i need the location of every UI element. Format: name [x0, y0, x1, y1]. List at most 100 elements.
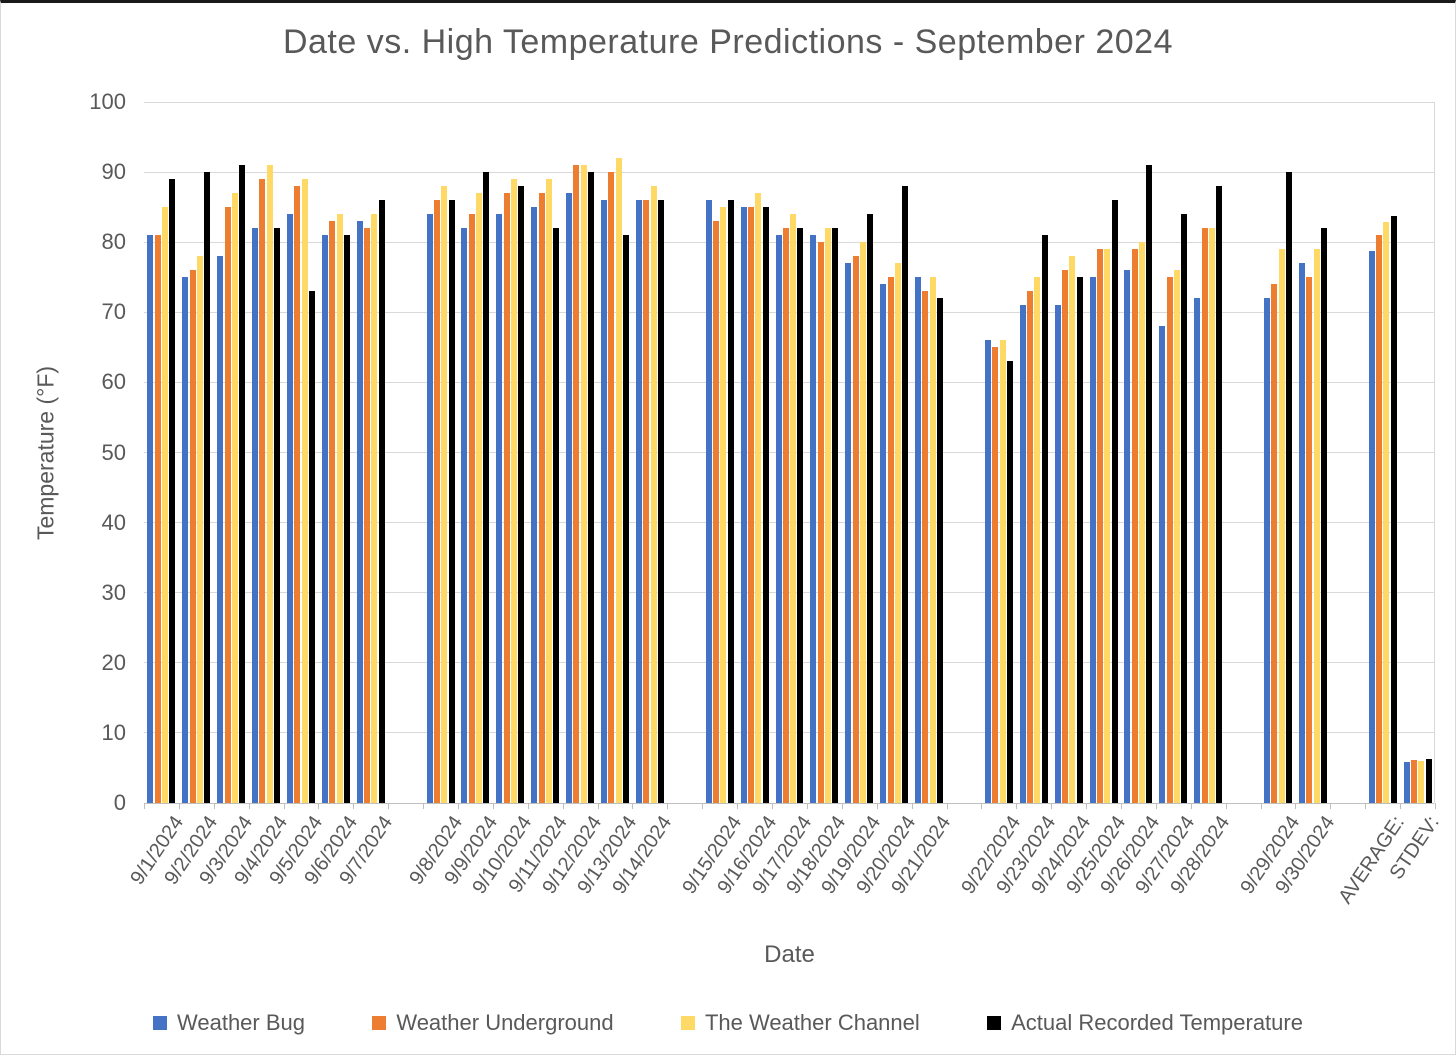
- bar[interactable]: [902, 186, 909, 803]
- bar[interactable]: [321, 235, 328, 803]
- bar[interactable]: [1146, 165, 1153, 803]
- bar[interactable]: [301, 179, 308, 803]
- bar[interactable]: [720, 207, 727, 803]
- bar[interactable]: [169, 179, 176, 803]
- bar[interactable]: [224, 207, 231, 803]
- bar[interactable]: [329, 221, 336, 803]
- bar[interactable]: [1181, 214, 1188, 803]
- bar[interactable]: [531, 207, 538, 803]
- bar[interactable]: [852, 256, 859, 803]
- bar[interactable]: [937, 298, 944, 803]
- bar[interactable]: [601, 200, 608, 803]
- bar[interactable]: [1034, 277, 1041, 803]
- bar[interactable]: [580, 165, 587, 803]
- bar[interactable]: [588, 172, 595, 803]
- bar[interactable]: [810, 235, 817, 803]
- bar[interactable]: [894, 263, 901, 803]
- bar[interactable]: [929, 277, 936, 803]
- bar[interactable]: [635, 200, 642, 803]
- bar[interactable]: [343, 235, 350, 803]
- bar[interactable]: [845, 263, 852, 803]
- bar[interactable]: [1131, 249, 1138, 803]
- bar[interactable]: [545, 179, 552, 803]
- bar[interactable]: [308, 291, 315, 803]
- bar[interactable]: [294, 186, 301, 803]
- legend-item[interactable]: Weather Bug: [153, 1010, 305, 1036]
- bar[interactable]: [189, 270, 196, 803]
- bar[interactable]: [154, 235, 161, 803]
- bar[interactable]: [1069, 256, 1076, 803]
- bar[interactable]: [483, 172, 490, 803]
- bar[interactable]: [1041, 235, 1048, 803]
- bar[interactable]: [147, 235, 154, 803]
- bar[interactable]: [1006, 361, 1013, 803]
- bar[interactable]: [762, 207, 769, 803]
- bar[interactable]: [1418, 760, 1425, 803]
- bar[interactable]: [859, 242, 866, 803]
- bar[interactable]: [239, 165, 246, 803]
- bar[interactable]: [867, 214, 874, 803]
- bar[interactable]: [287, 214, 293, 803]
- bar[interactable]: [1194, 298, 1201, 803]
- bar[interactable]: [1139, 242, 1146, 803]
- bar[interactable]: [364, 228, 371, 803]
- bar[interactable]: [887, 277, 894, 803]
- bar[interactable]: [984, 340, 991, 803]
- bar[interactable]: [657, 200, 664, 803]
- bar[interactable]: [1390, 215, 1397, 803]
- bar[interactable]: [713, 221, 720, 803]
- bar[interactable]: [740, 207, 747, 803]
- bar[interactable]: [790, 214, 797, 803]
- bar[interactable]: [880, 284, 887, 803]
- bar[interactable]: [1096, 249, 1103, 803]
- bar[interactable]: [1313, 249, 1320, 803]
- bar[interactable]: [1410, 760, 1417, 803]
- bar[interactable]: [1278, 249, 1285, 803]
- bar[interactable]: [217, 256, 224, 803]
- bar[interactable]: [915, 277, 922, 803]
- bar[interactable]: [817, 242, 824, 803]
- bar[interactable]: [259, 179, 266, 803]
- bar[interactable]: [1375, 235, 1382, 803]
- legend-item[interactable]: Actual Recorded Temperature: [987, 1010, 1303, 1036]
- bar[interactable]: [476, 193, 483, 803]
- bar[interactable]: [643, 200, 650, 803]
- bar[interactable]: [468, 214, 475, 803]
- bar[interactable]: [204, 172, 211, 803]
- bar[interactable]: [1111, 200, 1118, 803]
- bar[interactable]: [496, 214, 503, 803]
- bar[interactable]: [1201, 228, 1208, 803]
- bar[interactable]: [650, 186, 657, 803]
- bar[interactable]: [705, 200, 712, 803]
- bar[interactable]: [797, 228, 804, 803]
- bar[interactable]: [573, 165, 580, 803]
- bar[interactable]: [1061, 270, 1068, 803]
- bar[interactable]: [782, 228, 789, 803]
- bar[interactable]: [1027, 291, 1034, 803]
- bar[interactable]: [433, 200, 440, 803]
- bar[interactable]: [426, 214, 433, 803]
- bar[interactable]: [1298, 263, 1305, 803]
- bar[interactable]: [1208, 228, 1215, 803]
- bar[interactable]: [371, 214, 378, 803]
- bar[interactable]: [1320, 228, 1327, 803]
- bar[interactable]: [336, 214, 343, 803]
- bar[interactable]: [1104, 249, 1111, 803]
- bar[interactable]: [922, 291, 929, 803]
- bar[interactable]: [623, 235, 630, 803]
- legend-item[interactable]: The Weather Channel: [680, 1010, 920, 1036]
- bar[interactable]: [608, 172, 615, 803]
- bar[interactable]: [1089, 277, 1096, 803]
- bar[interactable]: [1425, 758, 1432, 803]
- bar[interactable]: [503, 193, 510, 803]
- bar[interactable]: [1159, 326, 1166, 803]
- bar[interactable]: [566, 193, 573, 803]
- bar[interactable]: [1124, 270, 1131, 803]
- bar[interactable]: [1263, 298, 1270, 803]
- bar[interactable]: [825, 228, 832, 803]
- bar[interactable]: [518, 186, 525, 803]
- bar[interactable]: [1076, 277, 1083, 803]
- bar[interactable]: [274, 228, 281, 803]
- bar[interactable]: [252, 228, 259, 803]
- bar[interactable]: [615, 158, 622, 803]
